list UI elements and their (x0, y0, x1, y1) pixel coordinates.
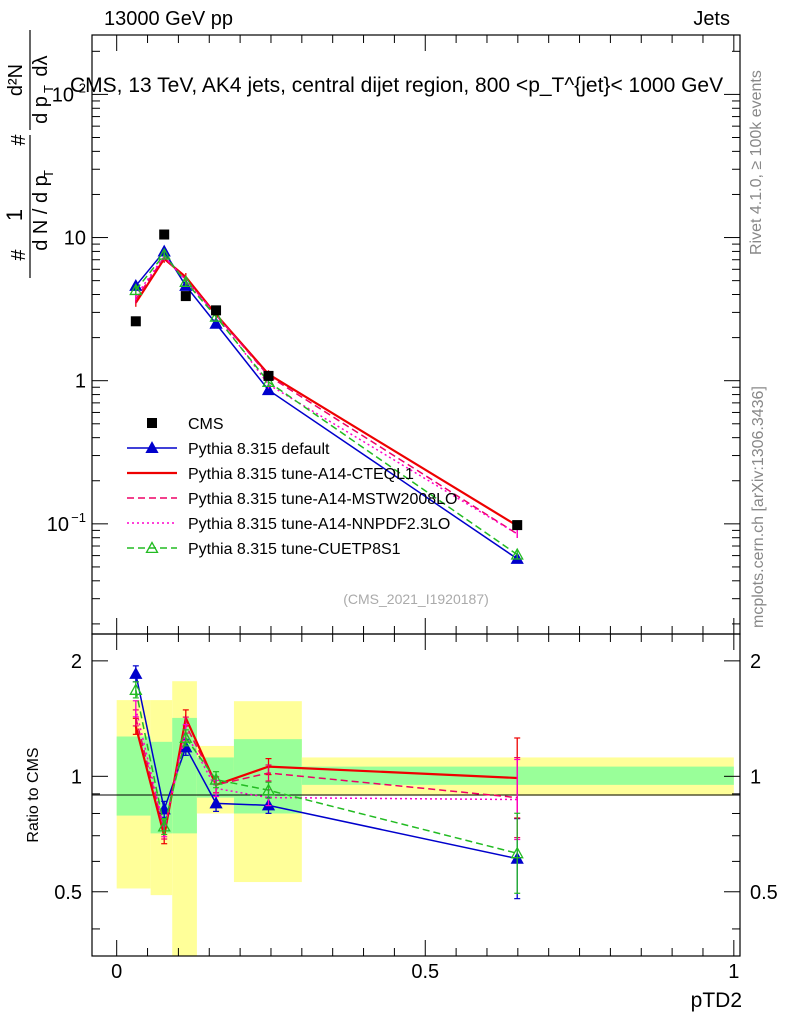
ratio-y-axis-label: Ratio to CMS (25, 747, 42, 842)
chart-title: CMS, 13 TeV, AK4 jets, central dijet reg… (70, 74, 723, 97)
y-label-d2n: d²N (5, 64, 27, 96)
y-tick-label: 10 (64, 228, 86, 250)
ratio-marker-cuetp8s1 (179, 730, 193, 743)
marker-cuetp8s1 (129, 283, 143, 296)
y-tick-label: 10 (47, 514, 69, 536)
marker-default (209, 316, 223, 329)
cms-point (159, 229, 170, 240)
header-beam: 13000 GeV pp (104, 8, 233, 30)
ratio-line-mstw (135, 717, 518, 832)
legend-label-default: Pythia 8.315 default (188, 441, 330, 458)
ratio-panel: 0.5 0.51 12 2 0 0.5 1 Ratio to CMS pTD2 (25, 633, 778, 1012)
series-line-mstw (135, 255, 518, 535)
x-tick-labels: 0 0.5 1 (111, 961, 739, 983)
ratio-marker-cuetp8s1 (129, 683, 143, 695)
ratio-marker-cuetp8s1 (209, 772, 223, 785)
ratio-y-tick-label-right: 0.5 (750, 882, 778, 904)
legend: CMS Pythia 8.315 default Pythia 8.315 tune… (127, 416, 457, 558)
legend-label-cuetp8s1: Pythia 8.315 tune-CUETP8S1 (188, 541, 401, 558)
y-label-numerator: 1 (2, 209, 27, 221)
y-tick-label: 1 (75, 371, 86, 393)
legend-marker-default (145, 441, 159, 454)
cms-point (211, 305, 222, 316)
y-label-hash: # (8, 134, 30, 146)
cms-point (130, 316, 141, 327)
legend-label-cteql1: Pythia 8.315 tune-A14-CTEQL1 (188, 466, 414, 483)
ratio-marker-default (209, 796, 223, 809)
legend-marker-cms (147, 418, 157, 428)
main-cms-points (130, 229, 523, 531)
side-label-rivet: Rivet 4.1.0, ≥ 100k events (748, 70, 765, 255)
legend-label-cms: CMS (188, 416, 224, 433)
ratio-axis-ticks (92, 634, 740, 956)
marker-default (261, 383, 276, 396)
ratio-y-tick-label-left: 2 (71, 651, 82, 673)
y-tick-label: 10 (52, 84, 74, 106)
x-tick-label: 0.5 (411, 961, 439, 983)
cms-point (263, 370, 274, 381)
y-label-sub-T: T (41, 170, 56, 178)
x-axis-label: pTD2 (691, 989, 742, 1012)
cms-point (512, 520, 523, 531)
cms-point (180, 291, 191, 302)
x-tick-label: 1 (728, 961, 739, 983)
ratio-series (129, 665, 524, 900)
ratio-y-tick-label-right: 2 (750, 651, 761, 673)
y-tick-label-exp: −1 (71, 510, 86, 525)
ratio-marker-cuetp8s1 (261, 783, 276, 796)
y-label-dpt: d p (30, 96, 52, 124)
y-label-hash: # (8, 249, 30, 261)
series-line-default (135, 250, 518, 560)
ratio-y-tick-label-left: 0.5 (54, 882, 82, 904)
ratio-line-cteql1 (134, 714, 518, 836)
y-tick-label-exp: 2 (79, 80, 86, 95)
ratio-y-tick-labels: 0.5 0.5 1 1 2 2 (54, 651, 778, 904)
y-label-dlambda: dλ (30, 55, 52, 76)
ratio-line-cuetp8s1 (135, 689, 518, 854)
legend-marker-cuetp8s1 (145, 541, 159, 554)
ratio-y-tick-label-left: 1 (71, 766, 82, 788)
main-axis-ticks (92, 35, 740, 634)
marker-cuetp8s1 (209, 309, 223, 322)
x-tick-label: 0 (111, 961, 122, 983)
legend-label-nnpdf: Pythia 8.315 tune-A14-NNPDF2.3LO (188, 516, 450, 533)
marker-cuetp8s1 (261, 375, 276, 388)
y-label-sub-T: T (41, 85, 56, 93)
watermark: (CMS_2021_I1920187) (343, 591, 489, 607)
legend-label-mstw: Pythia 8.315 tune-A14-MSTW2008LO (188, 491, 457, 508)
y-label-denominator: d N / d p (30, 175, 52, 251)
marker-cuetp8s1 (510, 547, 524, 560)
ratio-marker-cuetp8s1 (510, 846, 524, 859)
series-line-cteql1 (134, 257, 518, 527)
series-line-nnpdf (135, 255, 518, 535)
series-line-cuetp8s1 (135, 253, 518, 556)
marker-cuetp8s1 (179, 275, 193, 287)
ratio-uncertainty-bands (116, 681, 734, 956)
ratio-line-default (135, 673, 518, 860)
ratio-marker-default (129, 667, 143, 679)
ratio-y-tick-label-right: 1 (750, 766, 761, 788)
side-label-mcplots: mcplots.cern.ch [arXiv:1306.3436] (750, 386, 767, 628)
header-process: Jets (693, 8, 730, 30)
ratio-marker-cuetp8s1 (157, 819, 171, 832)
ratio-frame (91, 633, 741, 957)
marker-cuetp8s1 (157, 247, 171, 260)
